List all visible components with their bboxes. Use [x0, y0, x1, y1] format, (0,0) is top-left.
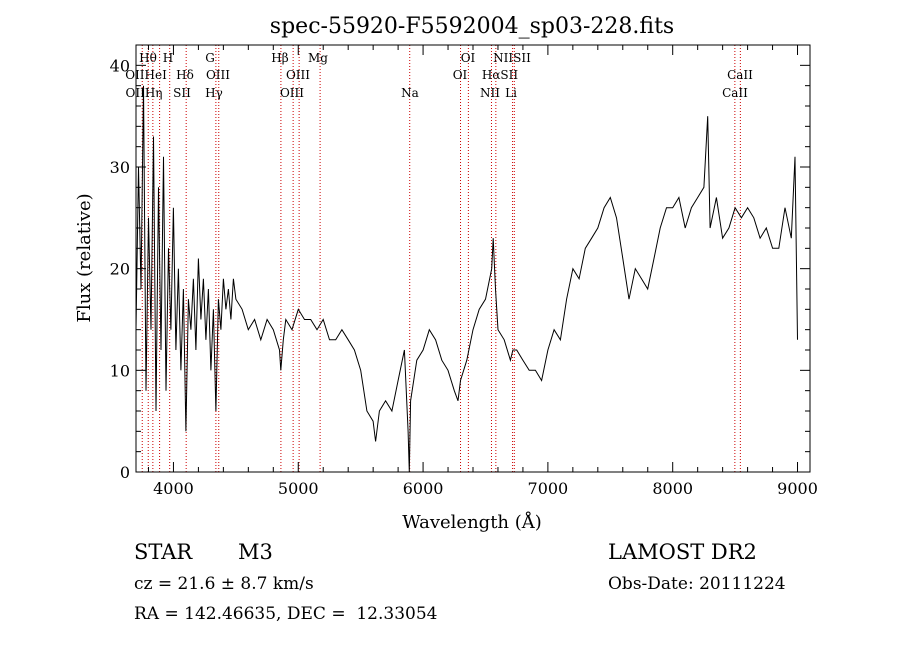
- line-label-row1-3: Hβ: [271, 51, 288, 65]
- y-tick-label: 10: [110, 361, 130, 380]
- line-label-row2-3: OIII: [286, 68, 310, 82]
- y-tick-label: 40: [110, 56, 130, 75]
- x-axis-label: Wavelength (Å): [402, 511, 542, 533]
- x-tick-label: 8000: [652, 479, 693, 498]
- line-label-row1-4: Mg: [308, 51, 328, 65]
- observation-date: Obs-Date: 20111224: [608, 574, 786, 594]
- y-tick-label: 30: [110, 158, 130, 177]
- line-label-row1-0: Hθ: [139, 51, 157, 65]
- line-label-row3-5: NII: [480, 86, 500, 100]
- x-axis: 4000 5000 6000 7000 8000 9000: [147, 45, 818, 498]
- line-label-row1-2: G: [205, 51, 215, 65]
- coordinates: RA = 142.46635, DEC = 12.33054: [134, 604, 438, 624]
- object-type: STAR: [134, 540, 193, 564]
- line-label-row1-5: OI: [461, 51, 476, 65]
- x-tick-label: 5000: [278, 479, 319, 498]
- line-label-row3-6: Li: [505, 86, 517, 100]
- y-axis-label: Flux (relative): [74, 193, 95, 322]
- chart-title: spec-55920-F5592004_sp03-228.fits: [270, 14, 674, 39]
- plot-frame: [135, 44, 811, 473]
- x-tick-label: 7000: [528, 479, 569, 498]
- line-label-row1-1: H: [163, 51, 173, 65]
- spectral-line-markers: [141, 45, 741, 472]
- x-tick-label: 9000: [777, 479, 818, 498]
- y-tick-label: 20: [110, 260, 130, 279]
- line-label-row2-1: Hδ: [176, 68, 194, 82]
- spectral-subclass: M3: [238, 540, 273, 564]
- line-label-row3-2: Hγ: [205, 86, 223, 100]
- line-label-row3-1: SII: [173, 86, 191, 100]
- survey-name: LAMOST DR2: [608, 540, 757, 564]
- line-label-row2-0: OIIHeI: [125, 68, 167, 82]
- line-label-row2-4: OI: [453, 68, 468, 82]
- radial-velocity: cz = 21.6 ± 8.7 km/s: [134, 574, 314, 594]
- spectrum-series-line: [135, 85, 798, 473]
- line-label-row2-2: OIII: [206, 68, 230, 82]
- x-tick-label: 4000: [153, 479, 194, 498]
- line-label-row2-6: CaII: [727, 68, 753, 82]
- y-axis: 0 10 20 30 40: [110, 44, 810, 482]
- y-tick-label: 0: [120, 463, 130, 482]
- line-label-row3-4: Na: [401, 86, 419, 100]
- x-tick-label: 6000: [403, 479, 444, 498]
- line-label-row2-5: HαSII: [482, 68, 519, 82]
- line-label-row1-6: NIISII: [493, 51, 531, 65]
- line-label-row3-3: OIII: [280, 86, 304, 100]
- line-label-row3-7: CaII: [722, 86, 748, 100]
